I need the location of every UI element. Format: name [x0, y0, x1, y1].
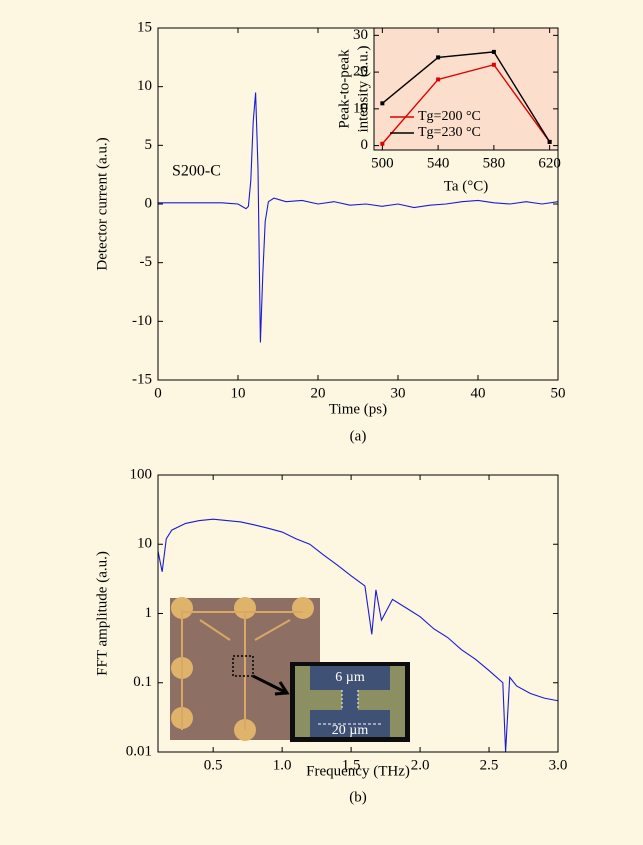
x-tick-label: 620 — [538, 155, 561, 171]
data-line — [157, 518, 559, 753]
y-tick-label: 0 — [145, 195, 153, 211]
y-axis-label: Peak-to-peak — [336, 49, 352, 129]
y-tick-label: -5 — [140, 254, 153, 270]
y-tick-label: 15 — [137, 19, 152, 35]
data-point — [380, 141, 385, 146]
x-tick-label: 20 — [311, 385, 326, 401]
legend-label: Tg=230 °C — [418, 125, 481, 140]
y-tick-label: 30 — [353, 27, 368, 43]
zoom-arrow — [252, 674, 286, 694]
panel-label: (a) — [350, 428, 367, 444]
x-axis-label: Ta (°C) — [444, 178, 489, 194]
data-point — [491, 49, 496, 54]
y-tick-label: 100 — [130, 466, 153, 482]
y-tick-label: 0.1 — [133, 674, 152, 690]
x-tick-label: 580 — [483, 155, 506, 171]
x-tick-label: 2.0 — [411, 757, 430, 773]
x-tick-label: 10 — [231, 385, 246, 401]
x-tick-label: 1.5 — [342, 757, 361, 773]
inset-background — [374, 28, 558, 150]
x-axis-label: Time (ps) — [329, 401, 387, 417]
y-tick-label: 10 — [137, 78, 152, 94]
legend-label: Tg=200 °C — [418, 109, 481, 124]
data-line — [381, 51, 551, 143]
gap-lines — [341, 690, 359, 710]
micrograph — [170, 597, 410, 742]
plot-frame — [157, 474, 559, 753]
x-tick-label: 0 — [154, 385, 162, 401]
data-point — [436, 77, 441, 82]
data-point — [380, 101, 385, 106]
y-axis-label: intensity (a.u.) — [355, 45, 371, 132]
y-tick-label: 5 — [145, 137, 153, 153]
x-tick-label: 540 — [427, 155, 450, 171]
plot-frame — [373, 27, 559, 151]
x-tick-label: 0.5 — [204, 757, 223, 773]
y-tick-label: 10 — [353, 100, 368, 116]
y-tick-label: 1 — [145, 605, 153, 621]
y-tick-label: 10 — [137, 536, 152, 552]
y-tick-label: 20 — [353, 64, 368, 80]
panel-label: (b) — [349, 789, 367, 805]
data-point — [491, 62, 496, 67]
electrode — [310, 666, 390, 737]
data-point — [547, 139, 552, 144]
x-tick-label: 50 — [551, 385, 566, 401]
x-axis-label: Frequency (THz) — [306, 763, 410, 779]
x-tick-label: 2.5 — [480, 757, 499, 773]
y-tick-label: 0 — [361, 137, 369, 153]
x-tick-label: 500 — [371, 155, 394, 171]
data-line — [381, 63, 551, 145]
y-tick-label: 0.01 — [126, 743, 152, 759]
data-line — [158, 92, 559, 343]
y-axis-label: FFT amplitude (a.u.) — [94, 551, 110, 676]
photo-label: 20 µm — [332, 723, 369, 738]
x-tick-label: 1.0 — [273, 757, 292, 773]
zoom-box — [232, 655, 254, 677]
x-tick-label: 40 — [471, 385, 486, 401]
arrow-head — [274, 681, 290, 696]
annotation: S200-C — [172, 163, 221, 180]
plot-frame — [157, 27, 559, 381]
y-axis-label: Detector current (a.u.) — [94, 137, 110, 270]
data-point — [436, 55, 441, 60]
photo-label: 6 µm — [335, 670, 365, 685]
x-tick-label: 3.0 — [549, 757, 568, 773]
x-tick-label: 30 — [391, 385, 406, 401]
y-tick-label: -10 — [132, 313, 152, 329]
traces — [181, 610, 303, 730]
y-tick-label: -15 — [132, 371, 152, 387]
